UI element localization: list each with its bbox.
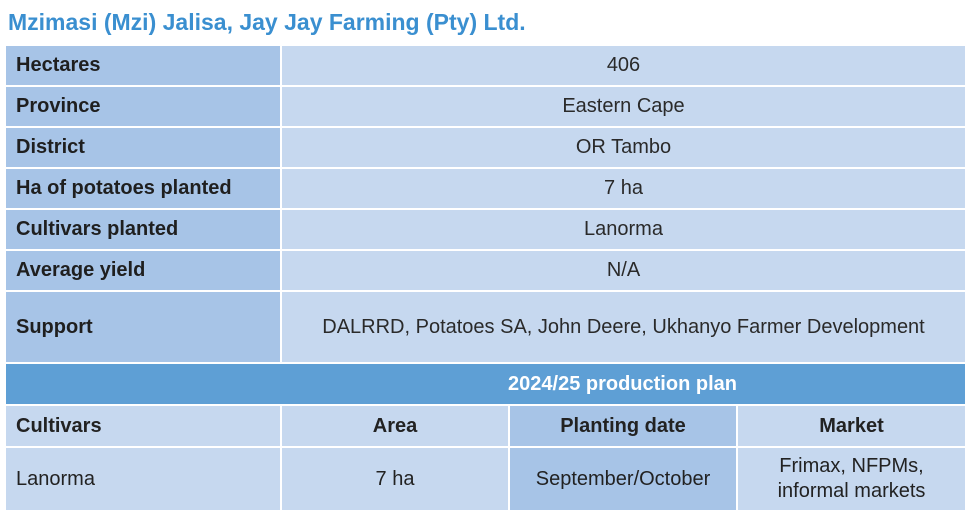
row-label: Province [6,87,280,126]
row-value: Eastern Cape [280,87,965,126]
table-row: District OR Tambo [6,128,965,169]
row-label: Hectares [6,46,280,85]
column-header-market: Market [736,406,965,446]
row-value: Lanorma [280,210,965,249]
row-value: DALRRD, Potatoes SA, John Deere, Ukhanyo… [280,292,965,362]
cell-cultivar: Lanorma [6,448,280,510]
row-value: 406 [280,46,965,85]
table-row: Ha of potatoes planted 7 ha [6,169,965,210]
table-row: Cultivars planted Lanorma [6,210,965,251]
cell-area: 7 ha [280,448,508,510]
row-value: 7 ha [280,169,965,208]
table-row: Hectares 406 [6,46,965,87]
row-label: Ha of potatoes planted [6,169,280,208]
row-value: N/A [280,251,965,290]
row-value: OR Tambo [280,128,965,167]
cell-market: Frimax, NFPMs, informal markets [736,448,965,510]
farm-info-table: Hectares 406 Province Eastern Cape Distr… [6,46,965,512]
row-label: Average yield [6,251,280,290]
table-row: Province Eastern Cape [6,87,965,128]
table-row: Support DALRRD, Potatoes SA, John Deere,… [6,292,965,364]
column-header-planting-date: Planting date [508,406,736,446]
production-plan-heading: 2024/25 production plan [6,364,965,406]
column-header-cultivars: Cultivars [6,406,280,446]
row-label: Support [6,292,280,362]
row-label: District [6,128,280,167]
page-title: Mzimasi (Mzi) Jalisa, Jay Jay Farming (P… [8,9,526,35]
column-header-area: Area [280,406,508,446]
row-label: Cultivars planted [6,210,280,249]
table-row: Lanorma 7 ha September/October Frimax, N… [6,448,965,512]
cell-planting-date: September/October [508,448,736,510]
plan-column-headers: Cultivars Area Planting date Market [6,406,965,448]
table-row: Average yield N/A [6,251,965,292]
